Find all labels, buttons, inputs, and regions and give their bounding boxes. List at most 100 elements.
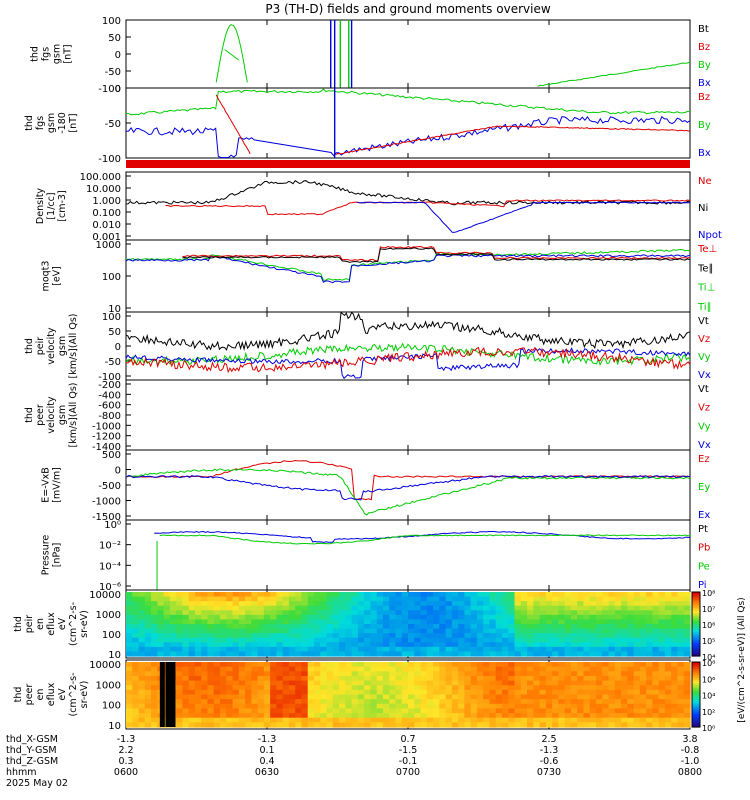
spectro-cell: [527, 699, 534, 705]
spectro-cell: [570, 601, 578, 607]
spectro-cell: [671, 717, 679, 723]
spectro-cell: [263, 685, 271, 691]
spectro-cell: [539, 666, 547, 672]
spectro-cell: [570, 646, 578, 653]
spectro-cell: [658, 624, 666, 630]
spectro-cell: [570, 624, 578, 630]
spectro-cell: [157, 610, 165, 616]
spectro-cell: [351, 596, 359, 602]
colorbar-cell: [692, 676, 700, 679]
spectro-cell: [207, 646, 215, 653]
spectro-cell: [527, 722, 534, 728]
spectro-cell: [395, 624, 403, 630]
spectro-cell: [570, 610, 578, 616]
spectro-cell: [307, 619, 315, 625]
spectro-cell: [664, 619, 672, 625]
spectro-cell: [320, 699, 328, 705]
spectro-cell: [376, 685, 384, 691]
spectro-cell: [621, 713, 628, 719]
spectro-cell: [370, 646, 378, 653]
spectro-cell: [364, 628, 371, 634]
spectro-cell: [238, 642, 246, 648]
spectro-cell: [502, 646, 509, 653]
spectro-cell: [658, 601, 666, 607]
spectro-cell: [288, 703, 296, 710]
spectro-cell: [282, 713, 290, 719]
y-axis-label: thd peir velocity gsm [km/s](All Qs): [24, 314, 79, 379]
spectro-cell: [307, 662, 315, 668]
spectro-cell: [583, 694, 591, 700]
spectro-cell: [608, 675, 616, 682]
spectro-cell: [445, 708, 453, 714]
spectro-cell: [207, 703, 215, 710]
spectro-cell: [182, 685, 190, 691]
spectro-cell: [263, 699, 271, 705]
spectro-cell: [476, 671, 484, 677]
spectro-cell: [627, 646, 635, 653]
colorbar-tick: 10⁴: [702, 653, 715, 662]
spectro-cell: [232, 699, 240, 705]
spectro-cell: [207, 699, 215, 705]
spectro-cell: [188, 646, 196, 653]
spectro-cell: [126, 699, 133, 705]
spectro-cell: [639, 722, 647, 728]
spectro-cell: [370, 628, 378, 634]
spectro-cell: [320, 610, 328, 616]
spectro-cell: [483, 628, 491, 634]
spectro-cell: [439, 628, 447, 634]
y-tick-label: 100: [102, 16, 121, 27]
spectro-cell: [539, 651, 547, 657]
spectro-cell: [245, 717, 252, 723]
spectro-cell: [614, 675, 622, 682]
spectro-cell: [608, 642, 616, 648]
spectro-cell: [589, 596, 597, 602]
series-Bz: [215, 94, 251, 155]
spectro-cell: [583, 713, 591, 719]
spectro-cell: [345, 713, 353, 719]
spectro-cell: [652, 614, 660, 621]
spectro-cell: [664, 671, 672, 677]
spectro-cell: [677, 624, 685, 630]
y-tick-label: 10: [108, 721, 121, 732]
spectro-cell: [414, 722, 422, 728]
spectro-cell: [251, 703, 259, 710]
spectro-cell: [132, 592, 140, 598]
spectro-cell: [533, 628, 541, 634]
spectro-cell: [671, 624, 679, 630]
spectro-cell: [564, 713, 572, 719]
spectro-cell: [577, 722, 585, 728]
spectro-cell: [439, 633, 447, 639]
spectro-cell: [564, 596, 572, 602]
spectro-cell: [301, 708, 309, 714]
spectro-cell: [552, 610, 559, 616]
spectro-cell: [508, 708, 516, 714]
spectro-cell: [382, 642, 390, 648]
spectro-cell: [176, 671, 183, 677]
spectro-cell: [276, 680, 284, 686]
spectro-cell: [226, 671, 234, 677]
spectro-cell: [451, 671, 459, 677]
spectro-cell: [589, 592, 597, 598]
spectro-cell: [483, 614, 491, 621]
spectro-cell: [476, 685, 484, 691]
spectro-cell: [621, 610, 628, 616]
spectro-cell: [527, 633, 534, 639]
spectro-cell: [552, 689, 559, 696]
spectro-cell: [476, 713, 484, 719]
spectro-cell: [151, 642, 158, 648]
ephem-label: hhmm: [6, 767, 37, 778]
spectro-cell: [288, 680, 296, 686]
spectro-cell: [345, 675, 353, 682]
spectro-cell: [144, 624, 152, 630]
spectro-cell: [126, 651, 133, 657]
spectro-cell: [364, 610, 371, 616]
spectro-cell: [489, 596, 497, 602]
spectro-cell: [545, 601, 553, 607]
spectro-cell: [502, 605, 509, 611]
spectro-cell: [533, 708, 541, 714]
spectro-cell: [163, 596, 171, 602]
spectro-cell: [226, 642, 234, 648]
spectro-cell: [288, 592, 296, 598]
